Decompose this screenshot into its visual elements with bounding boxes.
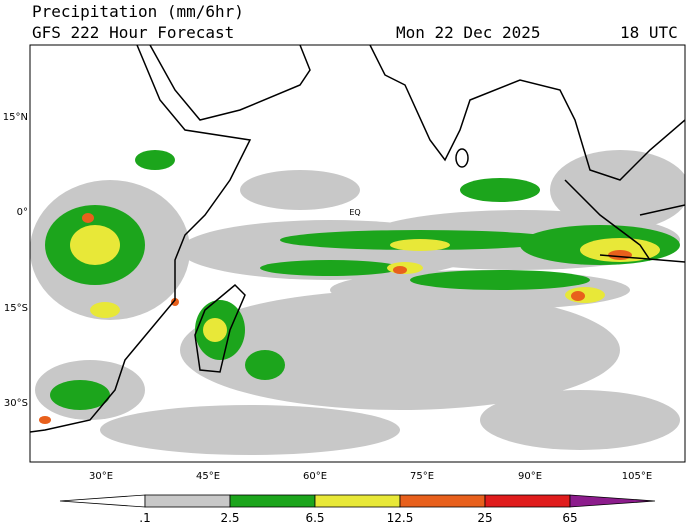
lat-labels: 15°N 0° 15°S 30°S [3, 112, 28, 409]
lon-labels: 30°E 45°E 60°E 75°E 90°E 105°E [89, 471, 652, 482]
colorbar-labels: .1 2.5 6.5 12.5 25 65 [139, 511, 577, 525]
map-frame [29, 44, 686, 463]
lon-label: 75°E [410, 471, 434, 482]
date: Mon 22 Dec 2025 [396, 23, 541, 42]
lon-label: 30°E [89, 471, 113, 482]
lon-label: 45°E [196, 471, 220, 482]
lon-label: 105°E [622, 471, 652, 482]
lat-label: 30°S [4, 398, 28, 409]
lat-label: 15°N [3, 112, 28, 123]
time: 18 UTC [620, 23, 678, 42]
coastlines [30, 45, 685, 433]
lon-label: 60°E [303, 471, 327, 482]
colorbar-label: 6.5 [305, 511, 324, 525]
subtitle: GFS 222 Hour Forecast [32, 23, 234, 42]
map [30, 45, 685, 462]
lat-label: 15°S [4, 303, 28, 314]
colorbar-label: 25 [477, 511, 492, 525]
colorbar-label: 65 [562, 511, 577, 525]
title: Precipitation (mm/6hr) [32, 2, 244, 21]
colorbar [59, 494, 656, 508]
equator-label: EQ [349, 208, 360, 217]
colorbar-label: .1 [139, 511, 150, 525]
colorbar-label: 2.5 [220, 511, 239, 525]
lon-label: 90°E [518, 471, 542, 482]
lat-label: 0° [17, 207, 28, 218]
colorbar-label: 12.5 [387, 511, 414, 525]
